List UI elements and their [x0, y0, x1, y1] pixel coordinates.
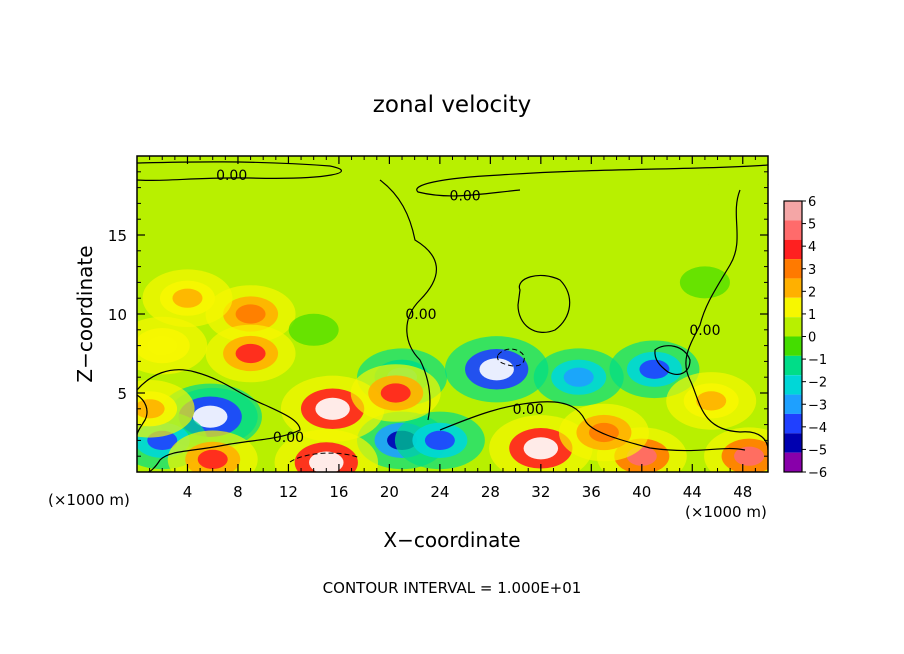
- velocity-field: 0.00 0.00 0.00 0.00 0.00 0.00: [137, 156, 768, 472]
- colorbar-swatch: [784, 239, 802, 260]
- colorbar-label: −2: [808, 376, 827, 391]
- colorbar-label: 5: [808, 218, 816, 233]
- colorbar-label: 4: [808, 240, 816, 255]
- contour-label: 0.00: [689, 323, 720, 339]
- contour-label: 0.00: [273, 430, 304, 446]
- x-tick-label: 20: [380, 483, 399, 501]
- colorbar-swatch: [784, 336, 802, 356]
- negative-contour-bottom: [289, 452, 361, 463]
- x-tick-label: 12: [279, 483, 298, 501]
- field-feature: [704, 427, 768, 472]
- field-feature: [137, 380, 195, 438]
- zero-contour-lower-left: [137, 369, 301, 472]
- x-tick-label: 24: [430, 483, 449, 501]
- contour-label: 0.00: [405, 307, 436, 323]
- x-tick-label: 8: [233, 483, 243, 501]
- zero-contour-lower-center: [439, 401, 746, 452]
- x-tick-label: 4: [183, 483, 193, 501]
- y-axis: 5 10 15: [108, 171, 768, 457]
- field-feature: [137, 316, 208, 375]
- zero-contour-right: [685, 189, 768, 451]
- chart-title: zonal velocity: [373, 92, 531, 118]
- zero-contour-center: [379, 179, 437, 421]
- x-tick-label: 40: [632, 483, 651, 501]
- field-feature: [142, 269, 233, 328]
- colorbar-swatch: [784, 317, 802, 337]
- field-feature: [533, 348, 624, 407]
- contour-label: 0.00: [513, 402, 544, 418]
- x-tick-label: 32: [531, 483, 550, 501]
- colorbar-swatch: [784, 259, 802, 279]
- y-axis-label: Z−coordinate: [73, 245, 97, 382]
- field-feature: [457, 190, 548, 248]
- zero-contour-upper-right: [416, 164, 768, 197]
- field-feature: [558, 403, 649, 462]
- colorbar-swatch: [784, 413, 802, 434]
- field-feature: [444, 336, 549, 403]
- colorbar-swatch: [784, 220, 802, 240]
- colorbar-label: 0: [808, 331, 816, 346]
- colorbar-label: −5: [808, 443, 827, 458]
- x-tick-label: 48: [733, 483, 752, 501]
- x-unit-left: (×1000 m): [48, 491, 130, 509]
- x-axis-label: X−coordinate: [383, 528, 520, 552]
- colorbar-swatch: [784, 375, 802, 395]
- colorbar-swatch: [784, 394, 802, 414]
- x-unit-right: (×1000 m): [685, 503, 767, 521]
- y-tick-label: 15: [108, 227, 127, 245]
- field-feature: [344, 190, 435, 248]
- field-feature: [205, 324, 296, 383]
- colorbar-label: 2: [808, 285, 816, 300]
- zero-contour-loop-right: [654, 345, 691, 375]
- colorbar: 6 5 4 3 2 1 0 −1 −2 −3 −4 −5 −6: [783, 195, 827, 481]
- colorbar-label: −4: [808, 421, 827, 436]
- colorbar-swatch: [784, 278, 802, 298]
- contour-label: 0.00: [216, 168, 247, 184]
- x-axis: 4 8 12 16 20 24 28 32 36 40 44 48: [149, 156, 756, 501]
- field-feature: [288, 313, 339, 346]
- contour-label: 0.00: [450, 189, 481, 205]
- colorbar-label: −6: [808, 466, 827, 481]
- x-tick-label: 28: [481, 483, 500, 501]
- colorbar-label: −3: [808, 398, 827, 413]
- colorbar-label: 6: [808, 195, 816, 210]
- contour-interval-note: CONTOUR INTERVAL = 1.000E+01: [323, 579, 582, 597]
- colorbar-swatch: [784, 433, 802, 453]
- field-feature: [274, 429, 379, 472]
- field-feature: [350, 364, 441, 422]
- field-feature: [167, 430, 258, 472]
- field-feature: [697, 174, 768, 233]
- x-tick-label: 16: [329, 483, 348, 501]
- colorbar-label: −1: [808, 353, 827, 368]
- field-feature: [679, 266, 730, 299]
- colorbar-swatch: [784, 201, 802, 221]
- y-tick-label: 10: [108, 306, 127, 324]
- colorbar-swatch: [784, 355, 802, 376]
- zero-contour-left-edge: [137, 394, 148, 436]
- colorbar-swatch: [784, 297, 802, 318]
- zero-contour-island: [517, 275, 571, 333]
- field-feature: [394, 411, 485, 470]
- field-feature: [666, 372, 757, 430]
- zero-contour-top: [137, 161, 343, 182]
- x-tick-label: 44: [683, 483, 702, 501]
- x-tick-label: 36: [582, 483, 601, 501]
- colorbar-label: 3: [808, 263, 816, 278]
- y-tick-label: 5: [117, 385, 127, 403]
- colorbar-label: 1: [808, 308, 816, 323]
- colorbar-swatch: [784, 452, 802, 472]
- negative-contour-core: [497, 348, 525, 367]
